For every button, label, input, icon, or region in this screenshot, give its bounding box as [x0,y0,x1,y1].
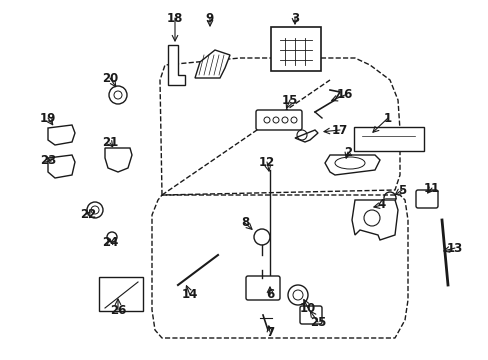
FancyBboxPatch shape [245,276,280,300]
Text: 7: 7 [265,325,273,338]
FancyBboxPatch shape [353,127,423,151]
FancyBboxPatch shape [270,27,320,71]
FancyBboxPatch shape [415,190,437,208]
Text: 9: 9 [205,12,214,24]
Polygon shape [105,148,132,172]
Text: 5: 5 [397,184,406,197]
Polygon shape [325,155,379,175]
Text: 19: 19 [40,112,56,125]
Polygon shape [48,125,75,145]
Text: 8: 8 [241,216,248,230]
Text: 12: 12 [258,156,275,168]
Text: 3: 3 [290,12,299,24]
Polygon shape [351,200,397,240]
Text: 21: 21 [102,136,118,149]
FancyBboxPatch shape [99,277,142,311]
Text: 24: 24 [102,235,118,248]
Polygon shape [195,50,229,78]
Text: 10: 10 [299,302,315,315]
Polygon shape [48,155,75,178]
Text: 15: 15 [281,94,298,107]
Text: 1: 1 [383,112,391,125]
FancyBboxPatch shape [256,110,302,130]
Text: 13: 13 [446,242,462,255]
Text: 4: 4 [377,198,386,211]
Polygon shape [294,130,317,142]
Text: 2: 2 [343,145,351,158]
Text: 6: 6 [265,288,274,302]
Text: 16: 16 [336,89,352,102]
Text: 26: 26 [110,303,126,316]
FancyBboxPatch shape [299,306,321,324]
Text: 25: 25 [309,315,325,328]
Text: 17: 17 [331,123,347,136]
Text: 20: 20 [102,72,118,85]
Text: 11: 11 [423,181,439,194]
Text: 14: 14 [182,288,198,302]
Text: 22: 22 [80,208,96,221]
Text: 23: 23 [40,153,56,166]
Text: 18: 18 [166,12,183,24]
Polygon shape [168,45,184,85]
